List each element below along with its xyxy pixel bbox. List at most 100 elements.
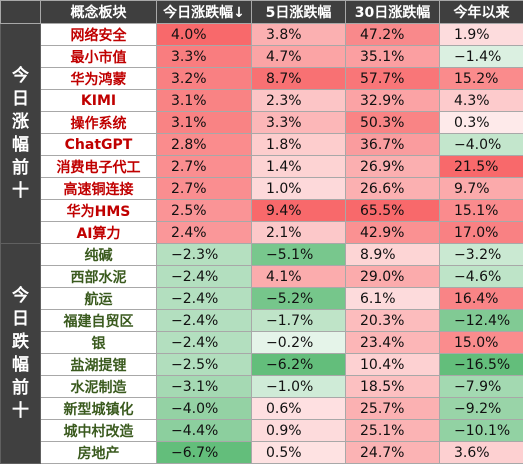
value-cell-30day: 32.9% — [346, 90, 440, 112]
table-row[interactable]: 西部水泥−2.4%4.1%29.0%−4.6% — [1, 266, 523, 288]
value-cell-5day: 4.1% — [252, 266, 346, 288]
value-cell-5day: 3.8% — [252, 24, 346, 46]
sector-name[interactable]: ChatGPT — [41, 134, 157, 156]
value-cell-ytd: 1.9% — [440, 24, 523, 46]
sector-name[interactable]: 水泥制造 — [41, 376, 157, 398]
sector-name[interactable]: 城中村改造 — [41, 420, 157, 442]
value-cell-ytd: 3.6% — [440, 442, 523, 464]
value-cell-ytd: −9.2% — [440, 398, 523, 420]
table-row[interactable]: 水泥制造−3.1%−1.0%18.5%−7.9% — [1, 376, 523, 398]
sector-name[interactable]: 航运 — [41, 288, 157, 310]
value-cell-ytd: 4.3% — [440, 90, 523, 112]
value-cell-today: −3.1% — [157, 376, 252, 398]
table-row[interactable]: 航运−2.4%−5.2%6.1%16.4% — [1, 288, 523, 310]
value-cell-30day: 20.3% — [346, 310, 440, 332]
value-cell-ytd: −12.4% — [440, 310, 523, 332]
col-header-sector[interactable]: 概念板块 — [41, 1, 157, 24]
value-cell-ytd: −7.9% — [440, 376, 523, 398]
col-header-5day[interactable]: 5日涨跌幅 — [252, 1, 346, 24]
value-cell-today: −2.4% — [157, 310, 252, 332]
col-header-30day[interactable]: 30日涨跌幅 — [346, 1, 440, 24]
group-label-top-gainers: 今日涨幅前十 — [1, 24, 41, 244]
table-row[interactable]: 盐湖提锂−2.5%−6.2%10.4%−16.5% — [1, 354, 523, 376]
sector-name[interactable]: 纯碱 — [41, 244, 157, 266]
value-cell-ytd: 9.7% — [440, 178, 523, 200]
value-cell-today: 2.8% — [157, 134, 252, 156]
value-cell-30day: 47.2% — [346, 24, 440, 46]
value-cell-30day: 25.1% — [346, 420, 440, 442]
value-cell-30day: 6.1% — [346, 288, 440, 310]
sector-name[interactable]: AI算力 — [41, 222, 157, 244]
sector-name[interactable]: 福建自贸区 — [41, 310, 157, 332]
sector-name[interactable]: 网络安全 — [41, 24, 157, 46]
value-cell-ytd: 16.4% — [440, 288, 523, 310]
value-cell-today: 3.1% — [157, 90, 252, 112]
sector-name[interactable]: 最小市值 — [41, 46, 157, 68]
header-row: 概念板块 今日涨跌幅↓ 5日涨跌幅 30日涨跌幅 今年以来 — [1, 1, 523, 24]
group-label-text: 今日跌幅前十 — [12, 285, 29, 423]
sector-name[interactable]: 房地产 — [41, 442, 157, 464]
corner-cell — [1, 1, 41, 24]
sector-name[interactable]: 高速铜连接 — [41, 178, 157, 200]
value-cell-5day: 1.4% — [252, 156, 346, 178]
sector-name[interactable]: 操作系统 — [41, 112, 157, 134]
value-cell-5day: 1.0% — [252, 178, 346, 200]
value-cell-30day: 57.7% — [346, 68, 440, 90]
value-cell-30day: 26.9% — [346, 156, 440, 178]
value-cell-30day: 29.0% — [346, 266, 440, 288]
value-cell-5day: −6.2% — [252, 354, 346, 376]
value-cell-5day: 1.8% — [252, 134, 346, 156]
sector-name[interactable]: 西部水泥 — [41, 266, 157, 288]
sector-name[interactable]: 新型城镇化 — [41, 398, 157, 420]
value-cell-30day: 50.3% — [346, 112, 440, 134]
value-cell-5day: −5.1% — [252, 244, 346, 266]
value-cell-today: −2.4% — [157, 288, 252, 310]
value-cell-today: 2.7% — [157, 178, 252, 200]
table-row[interactable]: 新型城镇化−4.0%0.6%25.7%−9.2% — [1, 398, 523, 420]
value-cell-today: 2.5% — [157, 200, 252, 222]
sector-name[interactable]: 银 — [41, 332, 157, 354]
table-row[interactable]: 银−2.4%−0.2%23.4%15.0% — [1, 332, 523, 354]
value-cell-5day: 2.1% — [252, 222, 346, 244]
sector-name[interactable]: 消费电子代工 — [41, 156, 157, 178]
table-row[interactable]: 福建自贸区−2.4%−1.7%20.3%−12.4% — [1, 310, 523, 332]
sector-name[interactable]: 盐湖提锂 — [41, 354, 157, 376]
value-cell-ytd: 15.0% — [440, 332, 523, 354]
table-row[interactable]: 城中村改造−4.4%0.9%25.1%−10.1% — [1, 420, 523, 442]
table-row[interactable]: 房地产−6.7%0.5%24.7%3.6% — [1, 442, 523, 464]
sector-name[interactable]: KIMI — [41, 90, 157, 112]
value-cell-today: −2.3% — [157, 244, 252, 266]
value-cell-ytd: −4.0% — [440, 134, 523, 156]
value-cell-ytd: 15.1% — [440, 200, 523, 222]
value-cell-today: 3.3% — [157, 46, 252, 68]
sector-name[interactable]: 华为HMS — [41, 200, 157, 222]
value-cell-ytd: −3.2% — [440, 244, 523, 266]
value-cell-5day: −5.2% — [252, 288, 346, 310]
value-cell-today: 3.1% — [157, 112, 252, 134]
col-header-today[interactable]: 今日涨跌幅↓ — [157, 1, 252, 24]
col-header-ytd[interactable]: 今年以来 — [440, 1, 523, 24]
value-cell-ytd: −1.4% — [440, 46, 523, 68]
value-cell-5day: −1.0% — [252, 376, 346, 398]
value-cell-30day: 35.1% — [346, 46, 440, 68]
group-label-top-losers: 今日跌幅前十 — [1, 244, 41, 464]
value-cell-30day: 8.9% — [346, 244, 440, 266]
value-cell-30day: 24.7% — [346, 442, 440, 464]
sector-name[interactable]: 华为鸿蒙 — [41, 68, 157, 90]
table-row[interactable]: 今日跌幅前十纯碱−2.3%−5.1%8.9%−3.2% — [1, 244, 523, 266]
value-cell-30day: 36.7% — [346, 134, 440, 156]
value-cell-today: −6.7% — [157, 442, 252, 464]
value-cell-5day: 8.7% — [252, 68, 346, 90]
